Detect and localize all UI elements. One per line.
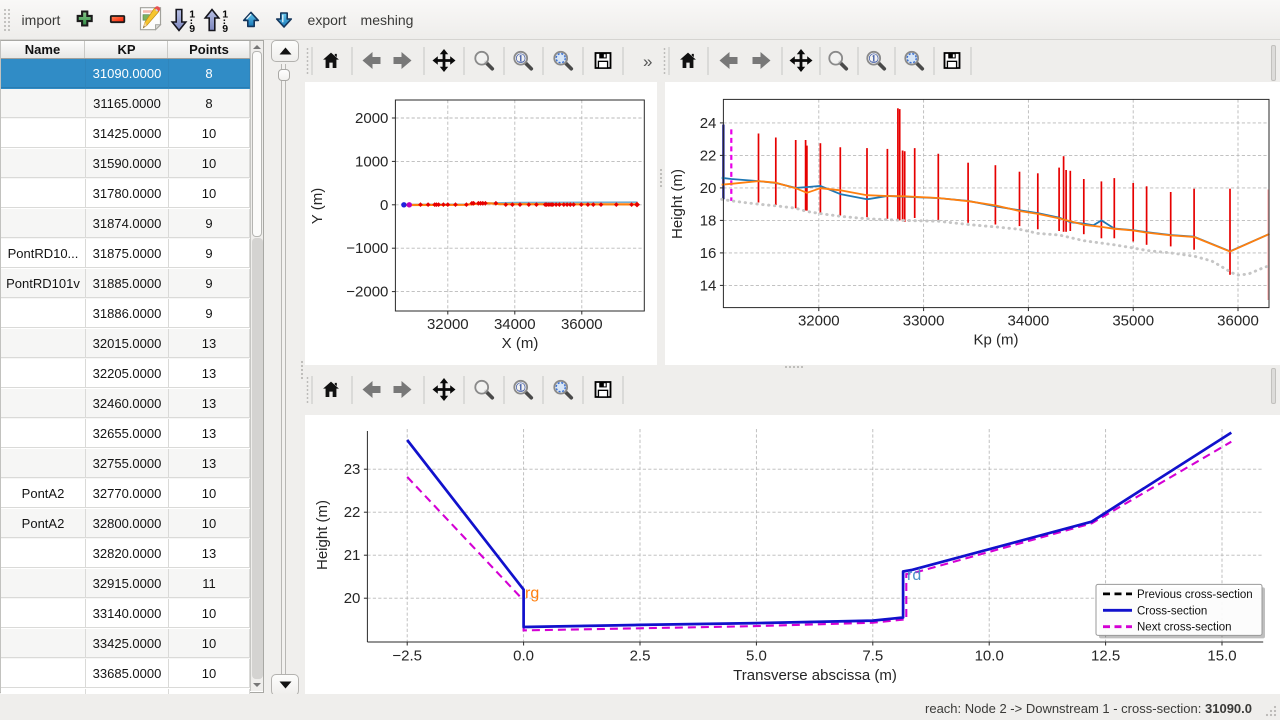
svg-text:2000: 2000 <box>355 110 388 127</box>
svg-text:20: 20 <box>700 180 717 197</box>
svg-text:12.5: 12.5 <box>1091 648 1120 665</box>
svg-text:34000: 34000 <box>494 316 536 333</box>
svg-text:rd: rd <box>907 567 921 584</box>
svg-text:−2.5: −2.5 <box>392 648 422 665</box>
svg-text:9: 9 <box>189 23 195 35</box>
svg-text:Previous cross-section: Previous cross-section <box>1137 589 1253 601</box>
svg-text:16: 16 <box>700 245 717 262</box>
svg-text:rg: rg <box>525 585 539 602</box>
svg-text:36000: 36000 <box>1217 313 1259 330</box>
svg-text:−1000: −1000 <box>346 240 388 257</box>
svg-text:21: 21 <box>344 547 361 564</box>
svg-text:32000: 32000 <box>427 316 469 333</box>
svg-text:9: 9 <box>222 23 228 35</box>
svg-text:Height (m): Height (m) <box>669 169 686 239</box>
svg-text:18: 18 <box>700 212 717 229</box>
svg-text:import: import <box>22 12 61 28</box>
svg-text:Cross-section: Cross-section <box>1137 605 1207 617</box>
svg-text:»: » <box>643 52 652 71</box>
svg-text:10.0: 10.0 <box>975 648 1004 665</box>
svg-text:export: export <box>308 12 347 28</box>
svg-text:20: 20 <box>344 590 361 607</box>
svg-text:36000: 36000 <box>561 316 603 333</box>
svg-text:2.5: 2.5 <box>630 648 651 665</box>
svg-text:23: 23 <box>344 461 361 478</box>
svg-text:meshing: meshing <box>361 12 414 28</box>
svg-text:0.0: 0.0 <box>513 648 534 665</box>
svg-text:35000: 35000 <box>1112 313 1154 330</box>
svg-text:22: 22 <box>700 147 717 164</box>
svg-text:Y (m): Y (m) <box>309 188 326 224</box>
svg-text:24: 24 <box>700 115 717 132</box>
svg-text:1000: 1000 <box>355 153 388 170</box>
svg-text:Height (m): Height (m) <box>314 500 331 570</box>
svg-text:14: 14 <box>700 277 717 294</box>
svg-text:1: 1 <box>518 53 523 63</box>
svg-text:1: 1 <box>518 382 523 392</box>
svg-text:1: 1 <box>871 53 876 63</box>
svg-text:22: 22 <box>344 504 361 521</box>
svg-text:Kp (m): Kp (m) <box>974 332 1019 349</box>
svg-text:−2000: −2000 <box>346 284 388 301</box>
svg-text:1: 1 <box>222 9 228 21</box>
svg-text:Next cross-section: Next cross-section <box>1137 622 1232 634</box>
svg-text:34000: 34000 <box>1008 313 1050 330</box>
svg-text:Transverse abscissa (m): Transverse abscissa (m) <box>733 667 897 684</box>
svg-text:1: 1 <box>189 9 195 21</box>
svg-text:15.0: 15.0 <box>1207 648 1236 665</box>
svg-text:7.5: 7.5 <box>862 648 883 665</box>
svg-text:5.0: 5.0 <box>746 648 767 665</box>
svg-text:0: 0 <box>380 197 388 214</box>
svg-text:33000: 33000 <box>903 313 945 330</box>
svg-text:32000: 32000 <box>798 313 840 330</box>
svg-text:X (m): X (m) <box>502 335 539 352</box>
